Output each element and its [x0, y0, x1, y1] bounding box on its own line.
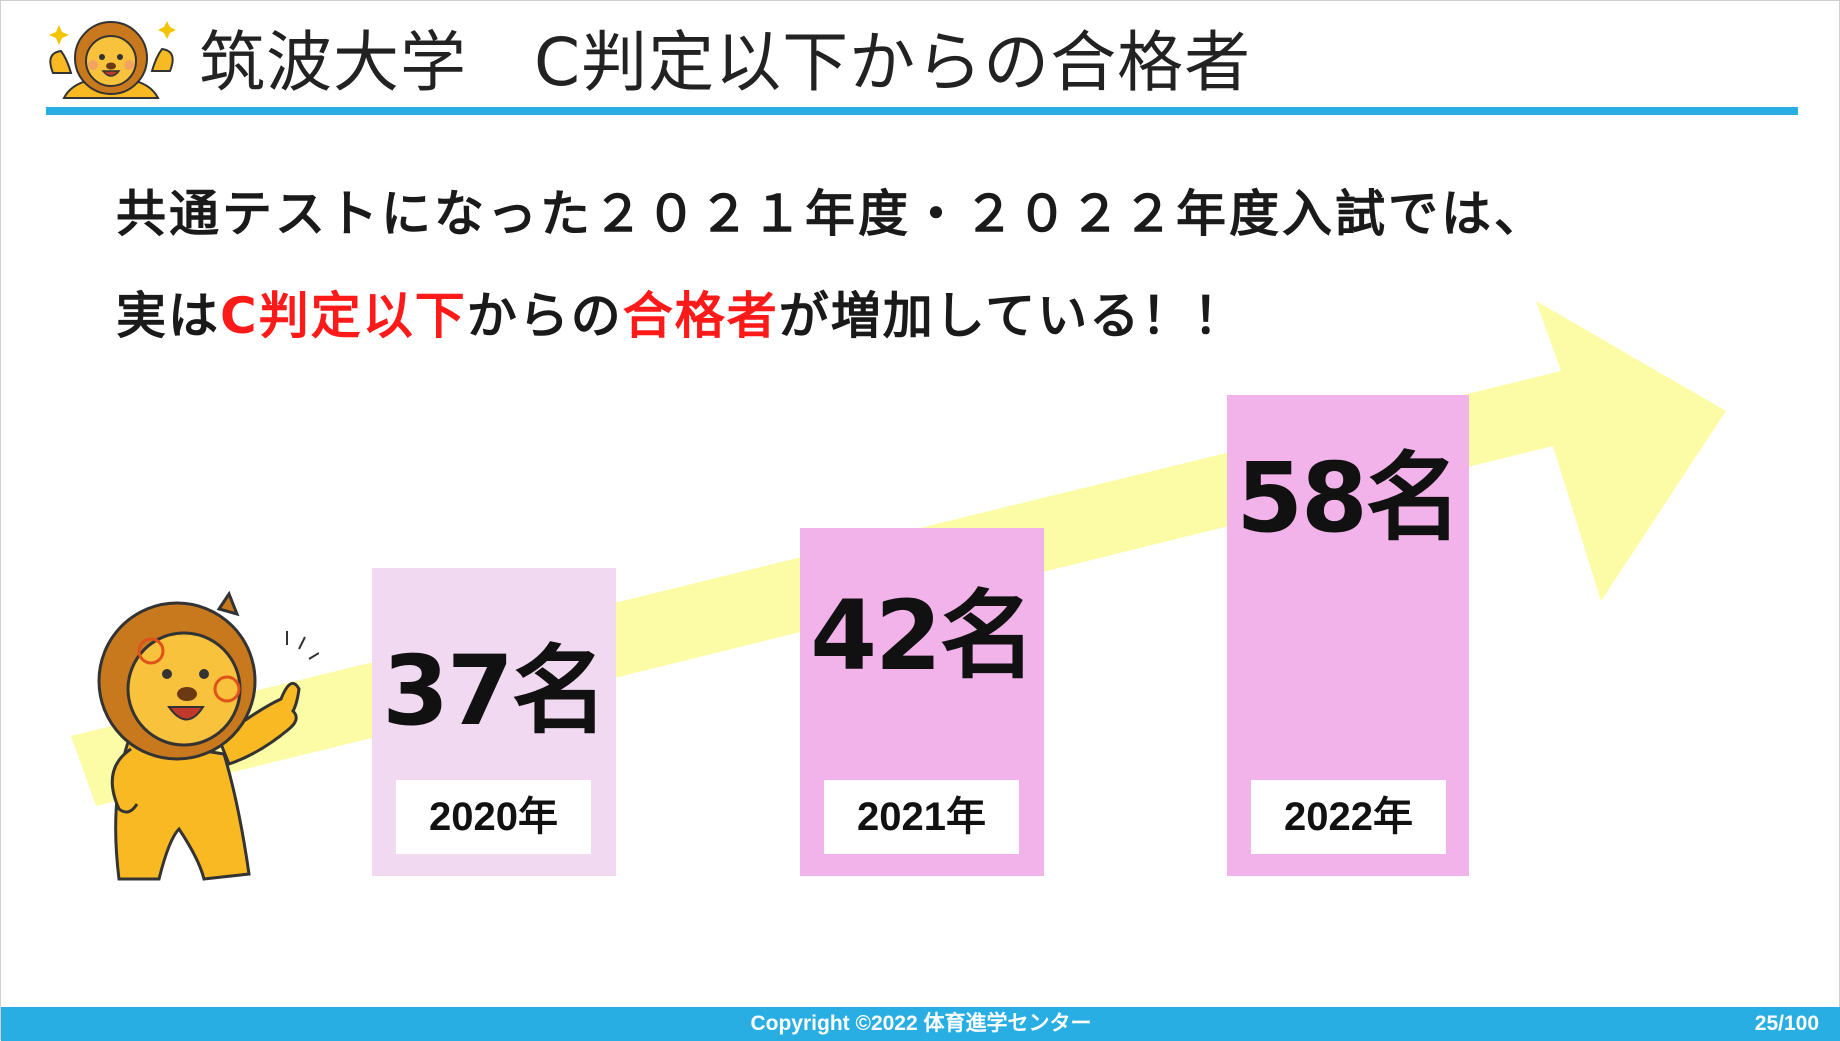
bar-value-label: 58名 — [1236, 442, 1462, 554]
lead-text: からの — [466, 287, 623, 345]
lead-highlight-c-rank: C判定以下 — [220, 287, 467, 345]
page-number: 25/100 — [1754, 1012, 1819, 1035]
lead-highlight-passers: 合格者 — [622, 287, 779, 345]
bar-value-label: 37名 — [382, 635, 608, 747]
bar-2021: 42名 2021年 — [800, 528, 1044, 876]
lead-line-1: 共通テストになった２０２１年度・２０２２年度入試では、 — [116, 185, 1547, 243]
bar-2020: 37名 2020年 — [372, 568, 616, 876]
bar-category-label: 2022年 — [1251, 780, 1446, 854]
lead-text: 実は — [116, 287, 220, 345]
page-title: 筑波大学 C判定以下からの合格者 — [199, 24, 1252, 101]
lead-text: が増加している！！ — [778, 287, 1246, 345]
bar-category-label: 2020年 — [396, 780, 591, 854]
lion-thumbs-up-icon — [97, 590, 319, 881]
lion-cheer-icon — [49, 21, 176, 99]
bar-value-label: 42名 — [810, 580, 1036, 692]
title-divider — [46, 107, 1798, 115]
footer-bar: Copyright ©2022 体育進学センター 25/100 — [1, 1007, 1840, 1041]
footer-copyright: Copyright ©2022 体育進学センター — [750, 1012, 1092, 1035]
lead-line-2: 実はC判定以下からの合格者が増加している！！ — [116, 281, 1245, 351]
bar-category-label: 2021年 — [824, 780, 1019, 854]
bar-2022: 58名 2022年 — [1227, 395, 1469, 876]
